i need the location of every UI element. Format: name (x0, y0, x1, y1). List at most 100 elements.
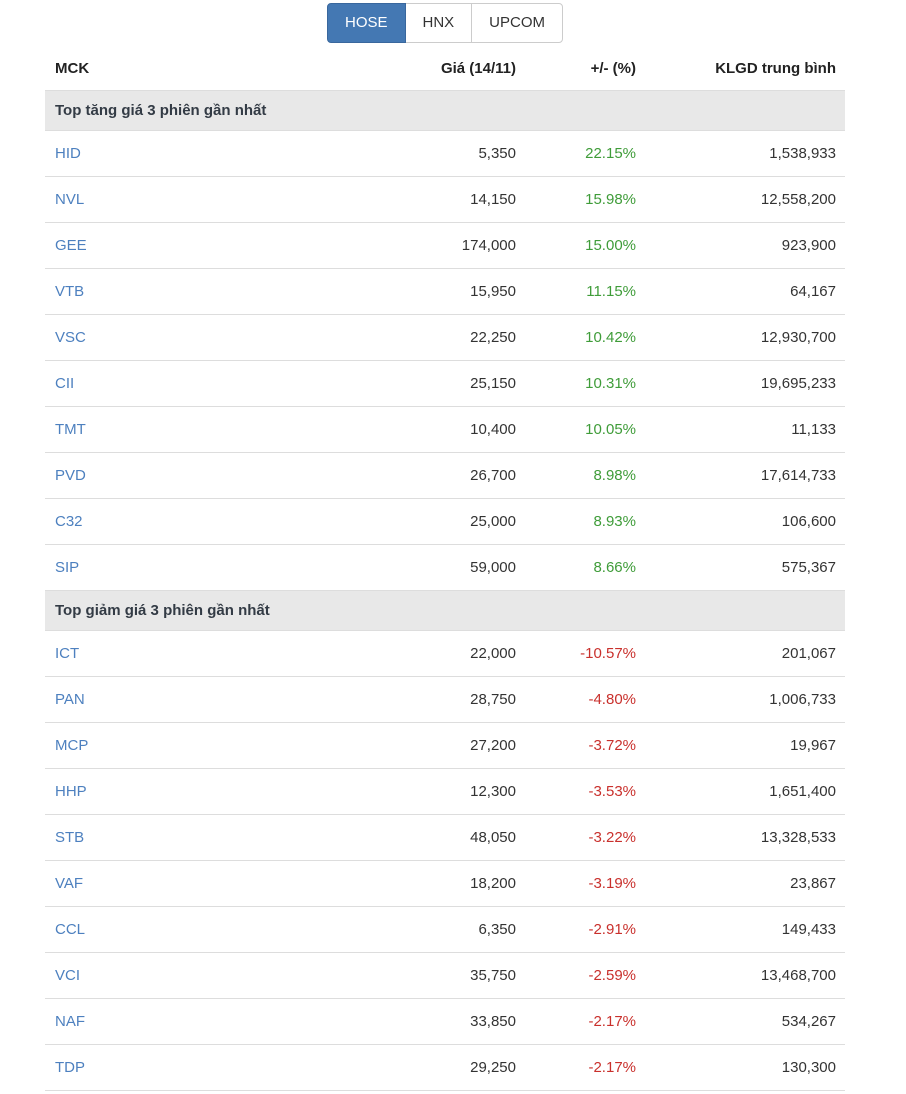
change-cell: -3.72% (516, 722, 636, 769)
ticker-link[interactable]: C32 (55, 512, 83, 530)
change-cell: 22.15% (516, 130, 636, 177)
volume-cell: 12,558,200 (636, 176, 845, 223)
ticker-cell: HID (45, 130, 345, 177)
price-cell: 25,150 (345, 360, 516, 407)
table-row: VSC 22,250 10.42% 12,930,700 (45, 314, 845, 361)
change-cell: -2.17% (516, 998, 636, 1045)
table-row: ICT 22,000 -10.57% 201,067 (45, 630, 845, 677)
ticker-cell: SIP (45, 544, 345, 591)
ticker-cell: PAN (45, 676, 345, 723)
ticker-cell: TDP (45, 1044, 345, 1091)
ticker-cell: TMT (45, 406, 345, 453)
price-cell: 22,000 (345, 630, 516, 677)
change-cell: 8.93% (516, 498, 636, 545)
volume-cell: 1,651,400 (636, 768, 845, 815)
change-cell: 10.05% (516, 406, 636, 453)
change-cell: -3.22% (516, 814, 636, 861)
ticker-cell: NVL (45, 176, 345, 223)
ticker-cell: VCI (45, 952, 345, 999)
ticker-link[interactable]: SIP (55, 558, 80, 576)
tab-upcom[interactable]: UPCOM (471, 3, 564, 43)
price-cell: 5,350 (345, 130, 516, 177)
volume-cell: 106,600 (636, 498, 845, 545)
change-cell: -4.80% (516, 676, 636, 723)
volume-cell: 19,967 (636, 722, 845, 769)
tab-hnx[interactable]: HNX (404, 3, 473, 43)
price-cell: 18,200 (345, 860, 516, 907)
volume-cell: 64,167 (636, 268, 845, 315)
ticker-cell: HHP (45, 768, 345, 815)
ticker-cell: GEE (45, 222, 345, 269)
ticker-link[interactable]: HID (55, 144, 81, 162)
section-header: Top tăng giá 3 phiên gần nhất (45, 89, 845, 131)
volume-cell: 19,695,233 (636, 360, 845, 407)
ticker-link[interactable]: CII (55, 374, 75, 392)
volume-cell: 575,367 (636, 544, 845, 591)
change-cell: -2.17% (516, 1044, 636, 1091)
section-title: Top giảm giá 3 phiên gần nhất (45, 589, 845, 631)
price-cell: 48,050 (345, 814, 516, 861)
ticker-link[interactable]: STB (55, 828, 85, 846)
ticker-link[interactable]: TDP (55, 1058, 85, 1076)
ticker-cell: VSC (45, 314, 345, 361)
change-cell: -10.57% (516, 630, 636, 677)
change-cell: -2.59% (516, 952, 636, 999)
price-cell: 59,000 (345, 544, 516, 591)
volume-cell: 12,930,700 (636, 314, 845, 361)
ticker-link[interactable]: HHP (55, 782, 87, 800)
table-row: PAN 28,750 -4.80% 1,006,733 (45, 676, 845, 723)
table-row: TDP 29,250 -2.17% 130,300 (45, 1044, 845, 1091)
ticker-link[interactable]: VCI (55, 966, 81, 984)
table-row: VTB 15,950 11.15% 64,167 (45, 268, 845, 315)
ticker-cell: MCP (45, 722, 345, 769)
change-cell: -3.53% (516, 768, 636, 815)
change-cell: 10.42% (516, 314, 636, 361)
ticker-link[interactable]: GEE (55, 236, 87, 254)
price-cell: 10,400 (345, 406, 516, 453)
change-cell: -3.19% (516, 860, 636, 907)
table-row: MCP 27,200 -3.72% 19,967 (45, 722, 845, 769)
price-cell: 26,700 (345, 452, 516, 499)
ticker-link[interactable]: VTB (55, 282, 85, 300)
ticker-cell: VAF (45, 860, 345, 907)
price-cell: 174,000 (345, 222, 516, 269)
ticker-link[interactable]: NVL (55, 190, 85, 208)
ticker-cell: CII (45, 360, 345, 407)
change-cell: -2.91% (516, 906, 636, 953)
exchange-tab-group: HOSE HNX UPCOM (326, 3, 564, 43)
ticker-link[interactable]: CCL (55, 920, 86, 938)
ticker-cell: CCL (45, 906, 345, 953)
ticker-link[interactable]: VAF (55, 874, 84, 892)
volume-cell: 1,538,933 (636, 130, 845, 177)
table-row: NVL 14,150 15.98% 12,558,200 (45, 176, 845, 223)
price-cell: 33,850 (345, 998, 516, 1045)
table-row: STB 48,050 -3.22% 13,328,533 (45, 814, 845, 861)
volume-cell: 17,614,733 (636, 452, 845, 499)
table-row: C32 25,000 8.93% 106,600 (45, 498, 845, 545)
table-row: PVD 26,700 8.98% 17,614,733 (45, 452, 845, 499)
change-cell: 8.98% (516, 452, 636, 499)
movers-table: MCK Giá (14/11) +/- (%) KLGD trung bình Top… (45, 48, 845, 1091)
volume-cell: 130,300 (636, 1044, 845, 1091)
table-row: SIP 59,000 8.66% 575,367 (45, 544, 845, 591)
change-cell: 8.66% (516, 544, 636, 591)
ticker-link[interactable]: PAN (55, 690, 85, 708)
ticker-link[interactable]: MCP (55, 736, 89, 754)
price-cell: 22,250 (345, 314, 516, 361)
ticker-link[interactable]: PVD (55, 466, 86, 484)
ticker-link[interactable]: NAF (55, 1012, 85, 1030)
ticker-link[interactable]: ICT (55, 644, 80, 662)
ticker-link[interactable]: TMT (55, 420, 86, 438)
price-cell: 29,250 (345, 1044, 516, 1091)
table-row: VAF 18,200 -3.19% 23,867 (45, 860, 845, 907)
volume-cell: 1,006,733 (636, 676, 845, 723)
table-row: HID 5,350 22.15% 1,538,933 (45, 130, 845, 177)
volume-cell: 13,328,533 (636, 814, 845, 861)
ticker-cell: VTB (45, 268, 345, 315)
tab-hose[interactable]: HOSE (326, 3, 406, 43)
table-row: NAF 33,850 -2.17% 534,267 (45, 998, 845, 1045)
exchange-tabs: HOSE HNX UPCOM (45, 3, 845, 43)
price-cell: 35,750 (345, 952, 516, 999)
ticker-link[interactable]: VSC (55, 328, 86, 346)
price-cell: 14,150 (345, 176, 516, 223)
